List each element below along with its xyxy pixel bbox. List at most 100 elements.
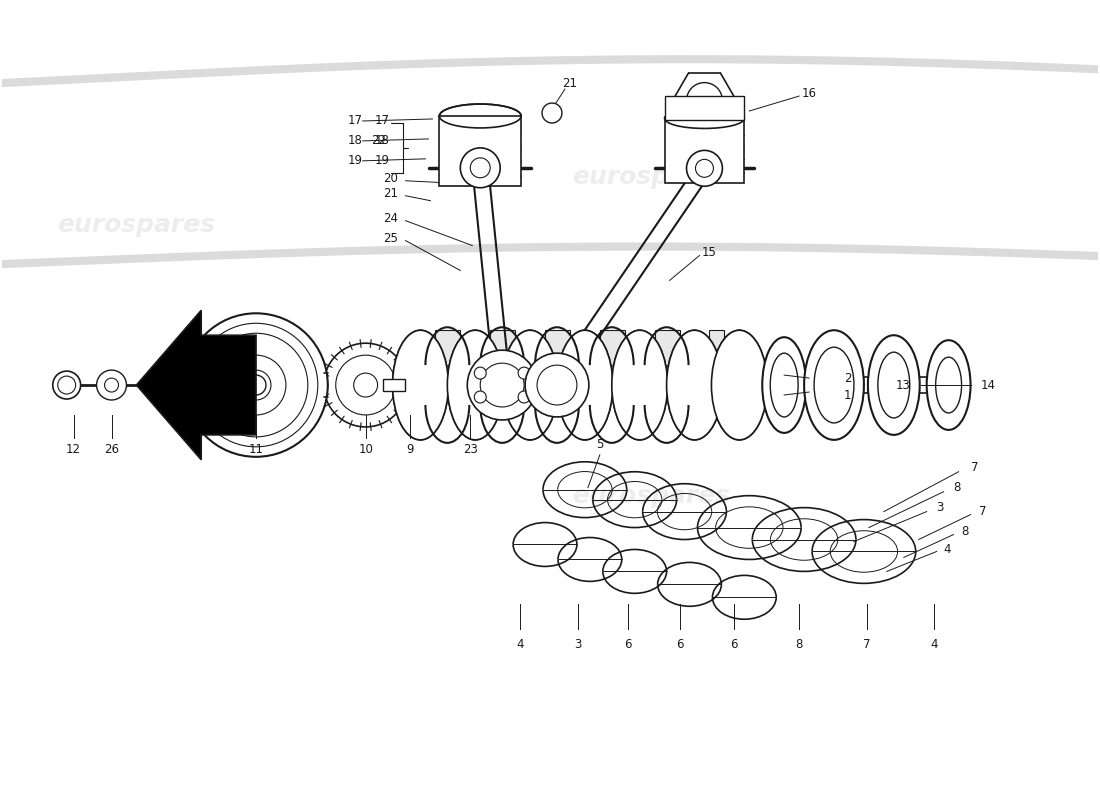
- Bar: [664, 95, 745, 121]
- Ellipse shape: [448, 330, 503, 440]
- Ellipse shape: [762, 338, 806, 433]
- Text: 7: 7: [970, 462, 978, 474]
- Text: 13: 13: [895, 378, 911, 391]
- Ellipse shape: [804, 330, 864, 440]
- Bar: [664, 118, 745, 183]
- Text: 21: 21: [562, 77, 578, 90]
- Text: 26: 26: [104, 443, 119, 456]
- Circle shape: [97, 370, 126, 400]
- Text: 3: 3: [937, 501, 944, 514]
- Text: 21: 21: [383, 187, 398, 200]
- Text: 24: 24: [383, 212, 398, 225]
- Text: 4: 4: [944, 543, 952, 556]
- Circle shape: [471, 158, 491, 178]
- Text: 6: 6: [624, 638, 631, 650]
- Circle shape: [468, 350, 537, 420]
- Text: 4: 4: [516, 638, 524, 650]
- Text: 17: 17: [348, 114, 363, 127]
- Text: 14: 14: [980, 378, 996, 391]
- Circle shape: [518, 367, 530, 379]
- Text: 3: 3: [574, 638, 582, 650]
- Bar: [544, 330, 570, 365]
- Text: 18: 18: [375, 134, 390, 147]
- Circle shape: [525, 353, 588, 417]
- Text: 19: 19: [375, 154, 390, 167]
- Text: 19: 19: [348, 154, 363, 167]
- Circle shape: [195, 323, 318, 447]
- Bar: [654, 330, 680, 365]
- Text: 15: 15: [702, 246, 717, 259]
- Ellipse shape: [712, 330, 767, 440]
- Text: 17: 17: [375, 114, 390, 127]
- Ellipse shape: [667, 330, 723, 440]
- Bar: [439, 116, 521, 186]
- Circle shape: [241, 370, 271, 400]
- Ellipse shape: [393, 330, 449, 440]
- Bar: [600, 330, 625, 365]
- Circle shape: [474, 367, 486, 379]
- Ellipse shape: [770, 353, 799, 417]
- Circle shape: [53, 371, 80, 399]
- Circle shape: [246, 375, 266, 395]
- Text: eurospares: eurospares: [572, 165, 730, 189]
- Text: 7: 7: [864, 638, 870, 650]
- Ellipse shape: [393, 330, 449, 440]
- Text: 8: 8: [961, 525, 969, 538]
- Circle shape: [227, 355, 286, 415]
- Ellipse shape: [557, 330, 613, 440]
- Circle shape: [185, 314, 328, 457]
- Text: 20: 20: [383, 172, 398, 186]
- Bar: [436, 330, 460, 365]
- Polygon shape: [136, 310, 256, 460]
- Text: 18: 18: [348, 134, 363, 147]
- Ellipse shape: [612, 330, 668, 440]
- Text: 4: 4: [930, 638, 937, 650]
- Text: 25: 25: [383, 232, 398, 245]
- Text: eurospares: eurospares: [572, 484, 730, 508]
- Text: 8: 8: [795, 638, 803, 650]
- Text: 1: 1: [844, 389, 851, 402]
- Circle shape: [323, 343, 407, 427]
- Circle shape: [460, 148, 500, 188]
- Circle shape: [104, 378, 119, 392]
- Ellipse shape: [814, 347, 854, 423]
- Text: 12: 12: [66, 443, 81, 456]
- Text: 16: 16: [802, 86, 816, 99]
- Ellipse shape: [878, 352, 910, 418]
- Circle shape: [686, 150, 723, 186]
- Bar: [383, 379, 405, 391]
- Circle shape: [469, 156, 492, 180]
- Circle shape: [205, 334, 308, 437]
- Bar: [710, 330, 725, 365]
- Ellipse shape: [667, 330, 723, 440]
- Text: 8: 8: [954, 481, 961, 494]
- Text: 23: 23: [463, 443, 477, 456]
- Text: eurospares: eurospares: [57, 213, 214, 237]
- Text: 2: 2: [844, 371, 851, 385]
- Ellipse shape: [503, 330, 558, 440]
- Text: 9: 9: [407, 443, 415, 456]
- Ellipse shape: [712, 330, 767, 440]
- Circle shape: [695, 159, 714, 178]
- Text: 10: 10: [359, 443, 373, 456]
- Text: 7: 7: [979, 505, 986, 518]
- Ellipse shape: [868, 335, 920, 435]
- Ellipse shape: [448, 330, 503, 440]
- Circle shape: [474, 391, 486, 403]
- Ellipse shape: [612, 330, 668, 440]
- Text: 6: 6: [730, 638, 738, 650]
- Circle shape: [57, 376, 76, 394]
- Bar: [491, 330, 515, 365]
- Circle shape: [542, 103, 562, 123]
- Circle shape: [518, 391, 530, 403]
- Circle shape: [481, 363, 524, 407]
- Circle shape: [354, 373, 377, 397]
- Circle shape: [686, 82, 723, 118]
- Circle shape: [537, 365, 576, 405]
- Text: 6: 6: [675, 638, 683, 650]
- Ellipse shape: [936, 357, 961, 413]
- Ellipse shape: [926, 340, 970, 430]
- Circle shape: [694, 158, 714, 178]
- Text: 22: 22: [371, 134, 386, 147]
- Text: 11: 11: [249, 443, 264, 456]
